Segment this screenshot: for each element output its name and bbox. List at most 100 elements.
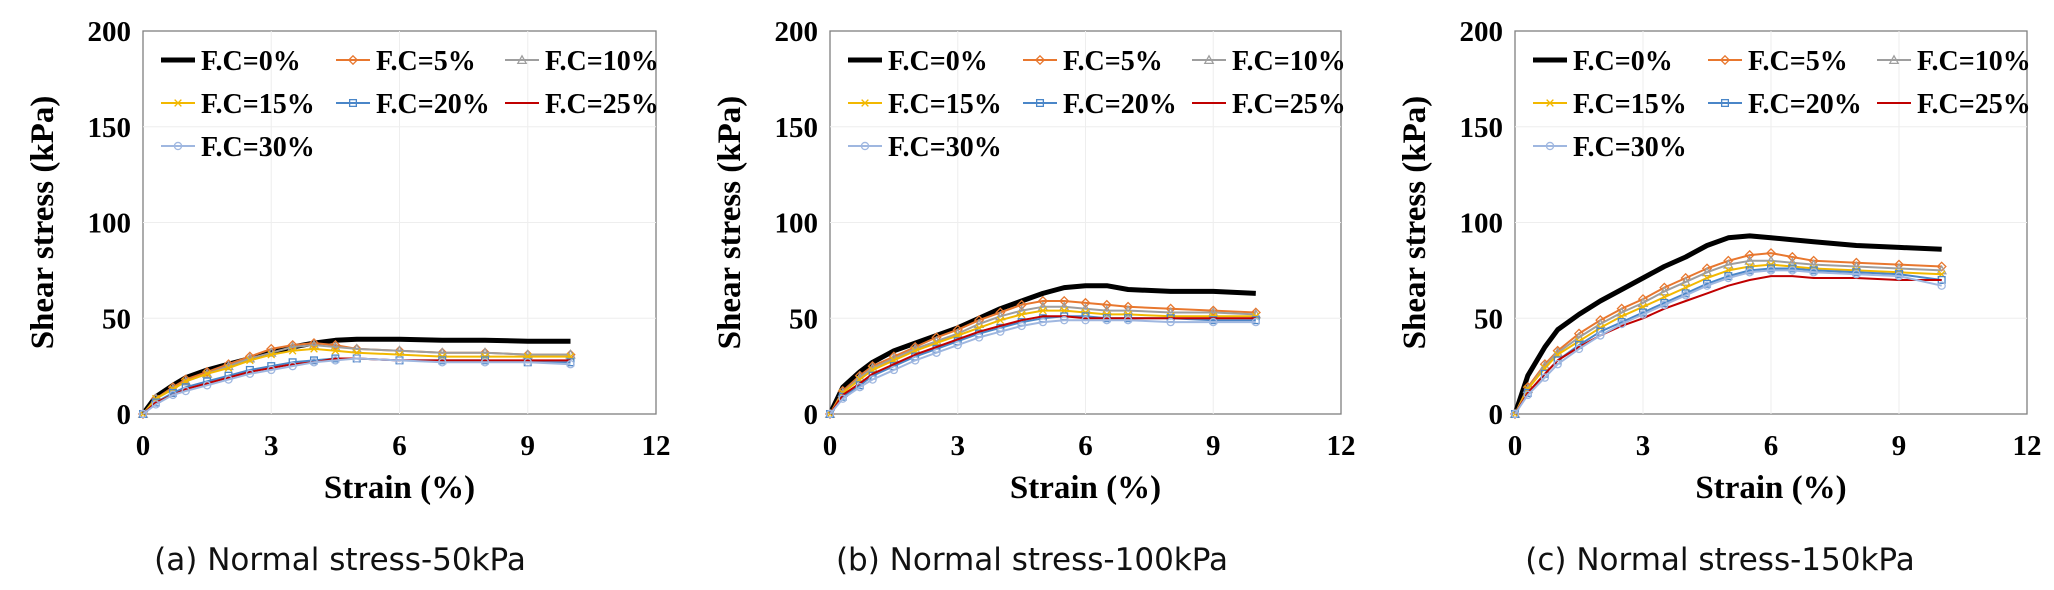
data-point bbox=[1681, 291, 1690, 300]
y-tick-label: 0 bbox=[1489, 399, 1504, 431]
series-F.C=0% bbox=[1512, 233, 1942, 415]
data-point bbox=[1059, 315, 1069, 325]
x-tick-label: 12 bbox=[2013, 430, 2042, 462]
series-F.C=25% bbox=[829, 315, 1256, 415]
legend-label: F.C=0% bbox=[201, 46, 301, 77]
legend-label: F.C=15% bbox=[201, 89, 315, 120]
data-point bbox=[996, 327, 1005, 336]
x-tick-label: 9 bbox=[521, 430, 536, 462]
legend-marker bbox=[1888, 54, 1900, 65]
legend-label: F.C=10% bbox=[545, 46, 659, 77]
data-point bbox=[1510, 409, 1520, 419]
legend: F.C=0% F.C=5% F.C=10% F.C=15% F.C=20% F.C=25%… bbox=[161, 46, 659, 163]
legend-label: F.C=30% bbox=[1573, 132, 1687, 163]
legend-label: F.C=25% bbox=[545, 89, 659, 120]
data-point bbox=[932, 348, 941, 357]
y-tick-label: 50 bbox=[102, 303, 131, 335]
legend-item: F.C=25% bbox=[1877, 89, 2031, 120]
x-tick-label: 6 bbox=[392, 430, 407, 462]
x-tick-label: 9 bbox=[1892, 430, 1907, 462]
data-point bbox=[331, 356, 340, 365]
data-point bbox=[395, 356, 404, 365]
legend-label: F.C=20% bbox=[1063, 89, 1177, 120]
data-point bbox=[1553, 359, 1562, 369]
data-point bbox=[331, 346, 340, 355]
series-line bbox=[1514, 259, 1942, 415]
data-point bbox=[246, 356, 254, 365]
data-point bbox=[1723, 259, 1734, 269]
legend-marker bbox=[1719, 54, 1731, 66]
data-point bbox=[1016, 299, 1027, 310]
data-point bbox=[1017, 310, 1026, 319]
legend: F.C=0% F.C=5% F.C=10% F.C=15% F.C=20% F.C=25%… bbox=[1533, 46, 2031, 163]
data-point bbox=[1744, 249, 1755, 261]
y-tick-label: 50 bbox=[789, 303, 818, 335]
y-tick-label: 50 bbox=[1474, 303, 1503, 335]
data-point bbox=[1166, 317, 1175, 327]
legend-item: F.C=15% bbox=[161, 89, 315, 120]
x-tick-label: 12 bbox=[642, 430, 671, 462]
data-point bbox=[352, 354, 361, 363]
panel-caption: (c) Normal stress-150kPa bbox=[1525, 542, 1914, 578]
series-F.C=30% bbox=[825, 315, 1261, 419]
x-axis-title: Strain (%) bbox=[1010, 470, 1161, 506]
x-tick-label: 12 bbox=[1327, 430, 1356, 462]
legend-item: F.C=30% bbox=[1533, 132, 1687, 163]
legend-label: F.C=0% bbox=[1573, 46, 1673, 77]
legend-item: F.C=5% bbox=[1023, 46, 1163, 77]
data-point bbox=[480, 358, 490, 367]
legend-marker bbox=[174, 99, 182, 107]
data-point bbox=[330, 339, 341, 351]
y-tick-label: 100 bbox=[1460, 208, 1504, 240]
legend-item: F.C=10% bbox=[1877, 46, 2031, 77]
series-line bbox=[142, 357, 571, 415]
legend-item: F.C=10% bbox=[1192, 46, 1346, 77]
x-tick-label: 6 bbox=[1764, 430, 1779, 462]
data-point bbox=[1937, 281, 1946, 290]
series-line bbox=[829, 319, 1256, 415]
data-point bbox=[1037, 295, 1049, 307]
legend-marker bbox=[173, 141, 183, 151]
chart-panel-c: 0 50 100 150 200 0 3 6 9 12 Strain (%) Shear stress… bbox=[1397, 16, 2042, 578]
legend-label: F.C=30% bbox=[201, 132, 315, 163]
y-tick-label: 100 bbox=[88, 208, 132, 240]
y-tick-label: 200 bbox=[88, 16, 132, 48]
legend: F.C=0% F.C=5% F.C=10% F.C=15% F.C=20% F.C=25%… bbox=[848, 46, 1346, 163]
legend-item: F.C=15% bbox=[848, 89, 1002, 120]
data-point bbox=[1102, 315, 1112, 325]
panel-caption: (a) Normal stress-50kPa bbox=[154, 542, 526, 578]
data-point bbox=[181, 386, 190, 396]
legend-item: F.C=0% bbox=[1533, 46, 1673, 77]
data-point bbox=[224, 375, 233, 384]
data-point bbox=[202, 381, 212, 390]
legend-item: F.C=10% bbox=[505, 46, 659, 77]
data-point bbox=[838, 394, 847, 403]
data-point bbox=[1101, 299, 1112, 310]
data-point bbox=[138, 409, 148, 419]
data-point bbox=[245, 369, 255, 379]
data-point bbox=[974, 333, 984, 342]
y-axis-title: Shear stress (kPa) bbox=[1397, 96, 1433, 350]
legend-label: F.C=25% bbox=[1232, 89, 1346, 120]
data-point bbox=[1038, 317, 1048, 327]
data-point bbox=[438, 358, 447, 367]
legend-item: F.C=15% bbox=[1533, 89, 1687, 120]
series-F.C=30% bbox=[138, 354, 575, 419]
legend-label: F.C=5% bbox=[1748, 46, 1848, 77]
y-tick-label: 0 bbox=[117, 399, 132, 431]
data-point bbox=[1523, 390, 1533, 400]
x-tick-label: 3 bbox=[264, 430, 279, 462]
series-line bbox=[1514, 269, 1942, 415]
x-axis-title: Strain (%) bbox=[324, 470, 475, 506]
data-point bbox=[868, 375, 877, 384]
legend-label: F.C=15% bbox=[1573, 89, 1687, 120]
chart-panel-b: 0 50 100 150 200 0 3 6 9 12 Strain (%) Shear stress… bbox=[712, 16, 1356, 578]
data-point bbox=[910, 356, 920, 365]
legend-label: F.C=5% bbox=[376, 46, 476, 77]
y-axis-title: Shear stress (kPa) bbox=[712, 96, 748, 350]
data-point bbox=[855, 382, 865, 392]
legend-marker bbox=[347, 54, 359, 66]
data-point bbox=[1617, 319, 1626, 329]
data-point bbox=[1208, 305, 1219, 316]
